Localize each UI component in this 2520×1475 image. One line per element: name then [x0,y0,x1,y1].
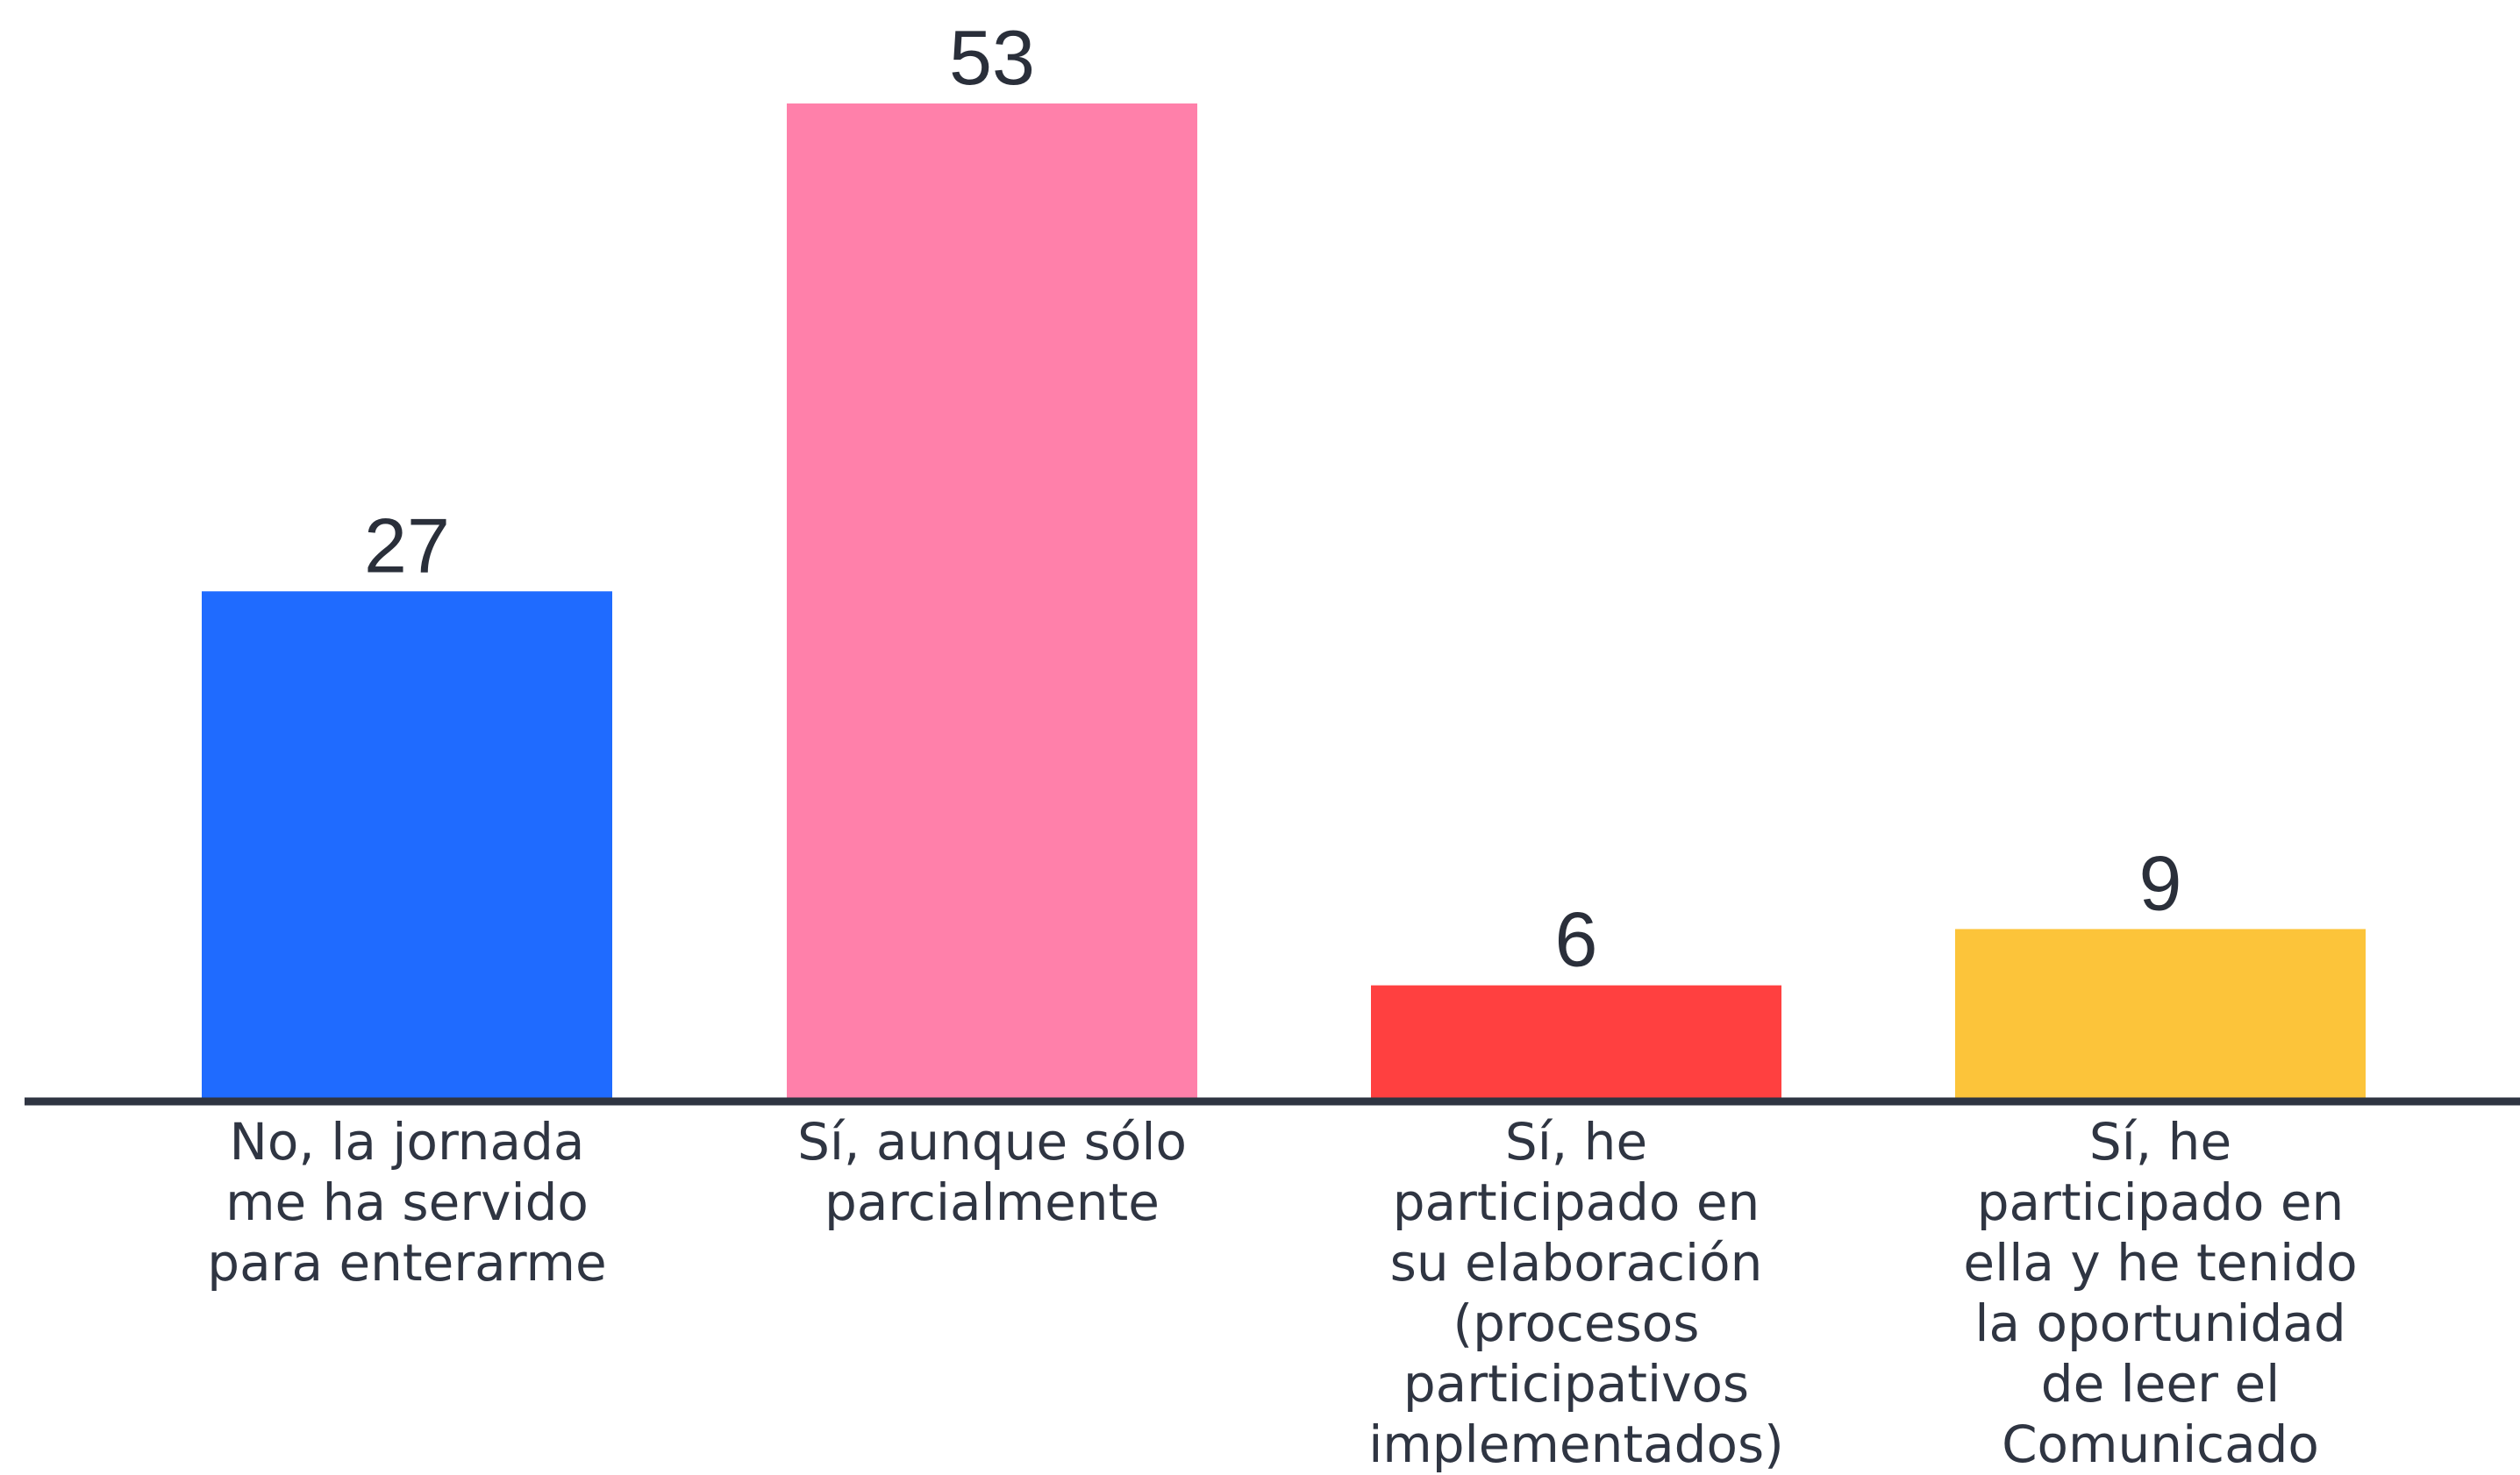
bars [202,103,2366,1098]
category-label-line: participado en [1393,1172,1760,1232]
category-label-line: (procesos [1453,1293,1700,1353]
category-label-line: Sí, he [2089,1112,2231,1172]
category-label-line: participativos [1403,1354,1749,1414]
category-label-line: la oportunidad [1974,1293,2345,1353]
bar-4 [1955,929,2366,1098]
value-label-4: 9 [2139,839,2182,926]
category-label-line: de leer el [2041,1354,2281,1414]
category-label-line: participado en [1977,1172,2345,1232]
category-label-line: para enterarme [207,1233,606,1293]
category-label-line: me ha servido [225,1172,589,1232]
bar-1 [202,591,612,1098]
category-label-line: Sí, he [1505,1112,1647,1172]
value-label-2: 53 [949,14,1035,101]
category-label-line: Sí, aunque sólo [797,1112,1187,1172]
value-labels: 27 53 6 9 [364,14,2181,983]
category-label-line: Comunicado [2002,1414,2319,1474]
value-label-3: 6 [1555,896,1598,983]
category-label-line: No, la jornada [230,1112,585,1172]
category-label-line: su elaboración [1390,1233,1763,1293]
bar-3 [1371,985,1781,1098]
category-label-line: ella y he tenido [1963,1233,2357,1293]
bar-2 [787,103,1197,1098]
value-label-1: 27 [364,502,450,588]
category-label-line: parcialmente [825,1172,1160,1232]
category-label-line: implementados) [1368,1414,1784,1474]
